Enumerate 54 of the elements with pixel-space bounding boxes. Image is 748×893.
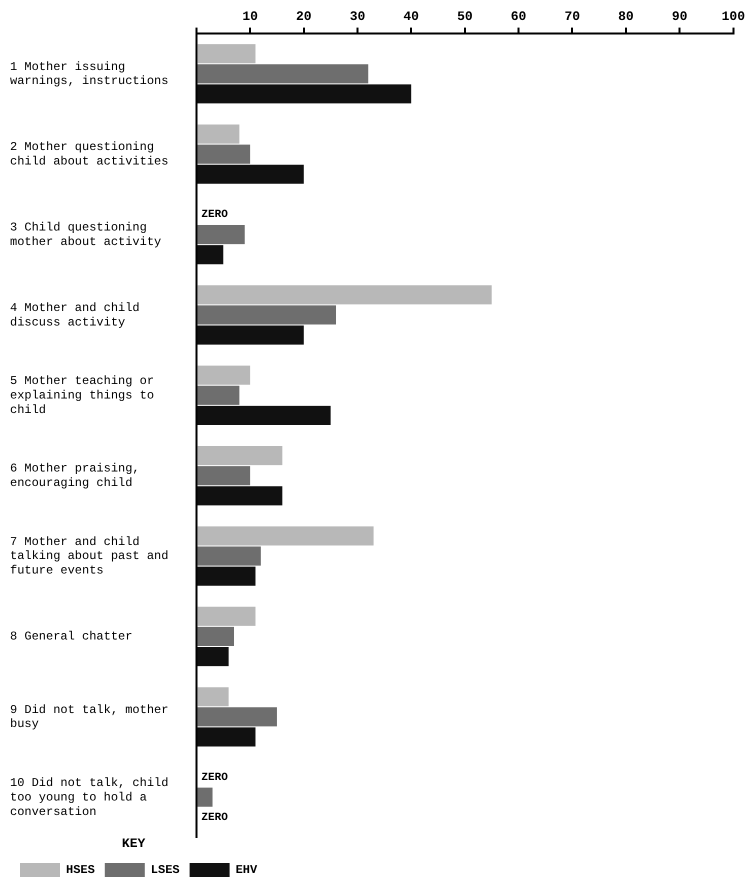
bar bbox=[197, 466, 250, 486]
y-tick-label: 1 Mother issuing warnings, instructions bbox=[10, 60, 168, 88]
bar bbox=[197, 687, 229, 706]
bar bbox=[197, 84, 412, 104]
x-tick-label: 80 bbox=[618, 9, 634, 24]
x-tick-label: 10 bbox=[242, 9, 258, 24]
bar bbox=[197, 164, 304, 184]
bar bbox=[197, 406, 331, 425]
bar bbox=[197, 486, 282, 506]
bar bbox=[197, 788, 213, 807]
bar bbox=[197, 386, 240, 405]
bar bbox=[197, 225, 245, 244]
bar bbox=[197, 285, 492, 304]
bar bbox=[197, 727, 256, 746]
y-tick-label: 3 Child questioning mother about activity bbox=[10, 220, 162, 249]
x-tick-label: 20 bbox=[296, 9, 312, 24]
annotation: ZERO bbox=[201, 812, 228, 824]
y-tick-label: 2 Mother questioning child about activities bbox=[10, 140, 168, 169]
x-tick-label: 30 bbox=[350, 9, 366, 24]
x-tick-label: 100 bbox=[722, 9, 746, 24]
y-tick-label: 5 Mother teaching or explaining things to child bbox=[10, 374, 154, 417]
x-tick-label: 60 bbox=[510, 9, 527, 24]
bar bbox=[197, 64, 368, 84]
bar bbox=[197, 44, 256, 64]
legend-label: HSES bbox=[66, 863, 95, 878]
bar bbox=[197, 245, 224, 264]
legend-title: KEY bbox=[122, 836, 146, 852]
y-tick-label: 10 Did not talk, child too young to hold a conversation bbox=[10, 776, 168, 819]
x-tick-label: 70 bbox=[564, 9, 580, 24]
bar bbox=[197, 566, 256, 586]
bar bbox=[197, 546, 261, 566]
bar bbox=[197, 526, 374, 546]
bar bbox=[197, 305, 336, 324]
x-tick-label: 90 bbox=[672, 9, 688, 24]
bar bbox=[197, 325, 304, 345]
annotation: ZERO bbox=[201, 772, 228, 784]
y-tick-label: 8 General chatter bbox=[10, 630, 132, 644]
legend-label: EHV bbox=[236, 863, 258, 878]
bar bbox=[197, 144, 250, 164]
bar bbox=[197, 647, 229, 666]
annotation: ZERO bbox=[201, 209, 228, 222]
bar bbox=[197, 606, 256, 626]
bar bbox=[197, 707, 277, 726]
y-tick-label: 6 Mother praising, encouraging child bbox=[10, 462, 140, 490]
legend-label: LSES bbox=[150, 863, 180, 878]
y-tick-label: 4 Mother and child discuss activity bbox=[10, 300, 140, 330]
bar bbox=[197, 124, 240, 144]
x-tick-label: 40 bbox=[403, 9, 420, 24]
y-tick-label: 7 Mother and child talking about past and future events bbox=[10, 534, 168, 578]
bar bbox=[197, 366, 250, 385]
bar bbox=[197, 626, 234, 646]
y-tick-label: 9 Did not talk, mother busy bbox=[10, 702, 168, 732]
x-tick-label: 50 bbox=[457, 9, 473, 24]
bar bbox=[197, 446, 282, 466]
